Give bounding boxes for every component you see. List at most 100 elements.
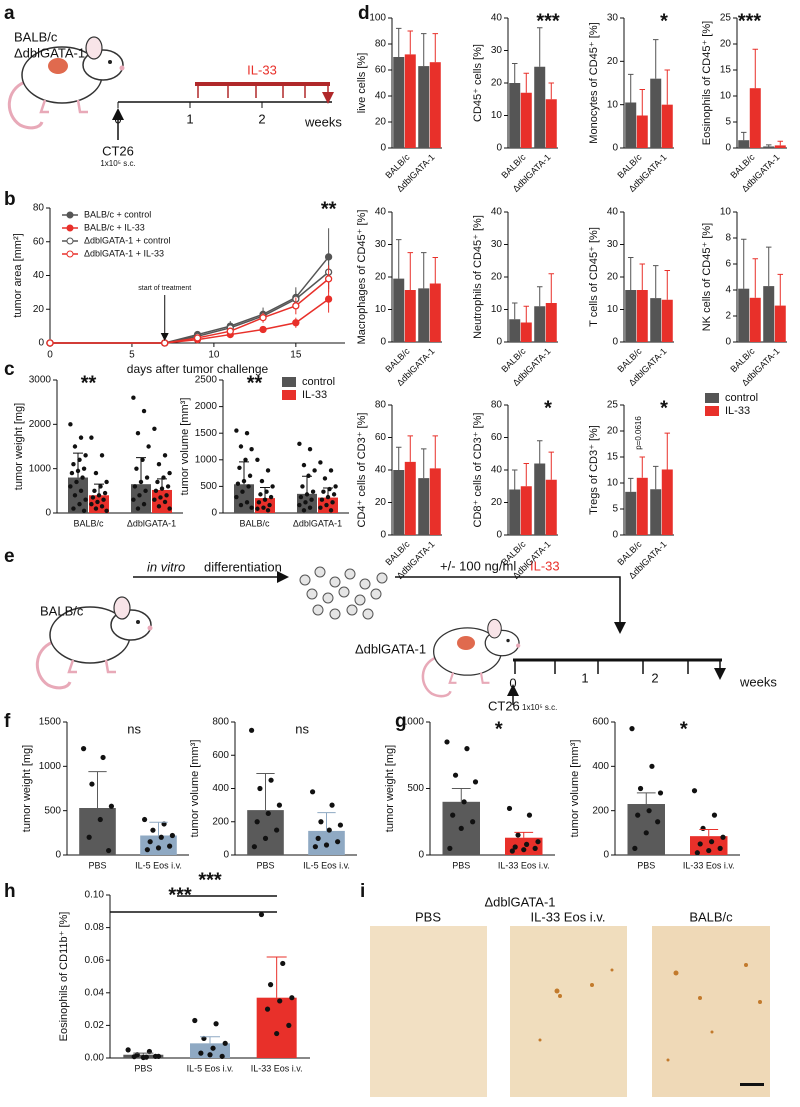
data-point: [301, 508, 307, 513]
y-tick-label: 0: [603, 850, 609, 861]
legend-label: control: [302, 376, 335, 388]
bar: [534, 66, 546, 148]
y-tick-label: 30: [607, 239, 619, 250]
data-point: [89, 781, 95, 787]
y-axis-label: CD45⁺ cells [%]: [472, 44, 484, 122]
error-bar: [395, 27, 402, 57]
histology-label: BALB/c: [689, 909, 733, 924]
y-tick-label: 2500: [195, 375, 218, 386]
data-point: [265, 468, 271, 473]
error-bar: [765, 246, 772, 287]
legend-swatch: [705, 406, 719, 416]
data-point: [244, 500, 250, 505]
error-bar: [323, 487, 333, 498]
y-axis-label: Monocytes of CD45⁺ [%]: [588, 22, 600, 143]
data-point: [301, 462, 307, 468]
x-tick-label: 5: [129, 350, 135, 361]
data-point: [141, 408, 147, 414]
error-bar: [536, 27, 543, 67]
data-point: [131, 497, 136, 502]
data-point: [450, 812, 456, 818]
bar: [520, 486, 532, 535]
data-point: [249, 505, 254, 510]
data-point: [106, 847, 112, 854]
data-point: [99, 504, 105, 509]
data-point: [158, 834, 164, 840]
data-point: [158, 495, 163, 500]
y-tick-label: 60: [375, 65, 387, 76]
data-point: [152, 497, 157, 502]
significance: *: [495, 718, 503, 740]
data-point: [131, 395, 136, 400]
bar: [625, 491, 637, 535]
y-tick-label: 40: [375, 207, 387, 218]
week-label: 1: [581, 670, 588, 685]
y-tick-label: 15: [720, 65, 732, 76]
data-point: [86, 834, 92, 840]
error-bar: [420, 33, 427, 67]
y-tick-label: 6: [725, 259, 731, 270]
y-tick-label: 20: [375, 497, 387, 508]
error-bar: [511, 469, 518, 490]
data-point: [89, 435, 94, 440]
line: [50, 256, 330, 344]
error-bar: [432, 257, 439, 284]
donor: BALB/c: [40, 603, 84, 618]
data-point: [277, 998, 283, 1004]
data-point: [717, 845, 723, 851]
data-point: [95, 499, 100, 505]
bar: [650, 298, 662, 342]
legend-label: BALB/c + IL-33: [84, 222, 145, 232]
x-tick-label: IL-5 Eos i.v.: [135, 860, 182, 870]
data-point: [80, 746, 87, 752]
bar: [650, 78, 662, 148]
data-point: [162, 453, 168, 458]
y-axis-label: Tregs of CD3⁺ [%]: [588, 425, 600, 515]
y-tick-label: 0: [223, 850, 229, 861]
data-point: [83, 453, 88, 458]
y-tick-label: 25: [720, 13, 732, 24]
bar: [520, 322, 532, 342]
data-point: [307, 446, 313, 452]
unit: weeks: [739, 674, 777, 689]
y-tick-label: 0: [612, 530, 618, 541]
data-point: [535, 839, 541, 845]
data-point: [337, 822, 344, 828]
error-bar: [395, 239, 402, 279]
data-point: [72, 493, 78, 498]
data-point: [267, 502, 272, 508]
recipient: ΔdblGATA-1: [355, 641, 426, 656]
y-axis-label: tumor weight [mg]: [13, 403, 25, 490]
y-tick-label: 40: [491, 13, 503, 24]
significance: **: [81, 372, 97, 394]
data-point: [101, 497, 106, 502]
data-point: [637, 785, 644, 792]
data-point: [461, 799, 467, 805]
data-point: [104, 508, 109, 513]
y-axis-label: tumor volume [mm³]: [179, 398, 191, 496]
data-point: [259, 478, 265, 484]
bar: [738, 288, 750, 342]
data-point: [328, 508, 334, 513]
data-point: [303, 500, 308, 505]
error-bar: [536, 440, 543, 464]
marker: [324, 275, 333, 283]
legend-label: ΔdblGATA-1 + IL-33: [84, 248, 164, 258]
data-point: [256, 500, 262, 505]
histology-label: IL-33 Eos i.v.: [531, 909, 606, 924]
y-axis-label: tumor weight [mg]: [384, 745, 396, 832]
x-tick-label: IL-33 Eos i.v.: [498, 860, 550, 870]
error-bar: [395, 446, 402, 470]
data-point: [268, 777, 274, 783]
line: [50, 271, 330, 344]
marker: [193, 334, 202, 342]
bar: [418, 66, 430, 148]
legend-marker: [66, 211, 74, 219]
error-bar: [239, 461, 249, 485]
error-bar: [266, 956, 287, 998]
error-bar: [639, 89, 646, 116]
injection: CT26: [102, 143, 134, 158]
y-tick-label: 80: [375, 39, 387, 50]
y-tick-label: 800: [212, 717, 229, 728]
y-tick-label: 1500: [39, 717, 62, 728]
